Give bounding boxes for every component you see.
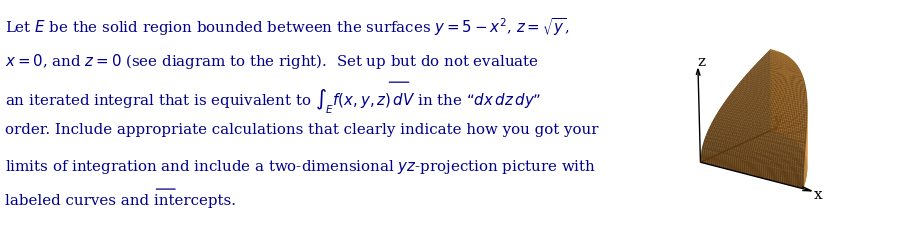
- Text: an iterated integral that is equivalent to $\int_E f(x, y, z)\,dV$ in the “$dx\,: an iterated integral that is equivalent …: [6, 87, 541, 116]
- Text: Let $E$ be the solid region bounded between the surfaces $y = 5 - x^2$, $z = \sq: Let $E$ be the solid region bounded betw…: [6, 16, 570, 38]
- Text: $x = 0$, and $z = 0$ (see diagram to the right).  Set up but do not evaluate: $x = 0$, and $z = 0$ (see diagram to the…: [6, 52, 540, 71]
- Text: limits of integration and include a two-dimensional $yz$-projection picture with: limits of integration and include a two-…: [6, 158, 597, 176]
- Text: labeled curves and intercepts.: labeled curves and intercepts.: [6, 194, 237, 208]
- Text: order. Include appropriate calculations that clearly indicate how you got your: order. Include appropriate calculations …: [6, 123, 599, 137]
